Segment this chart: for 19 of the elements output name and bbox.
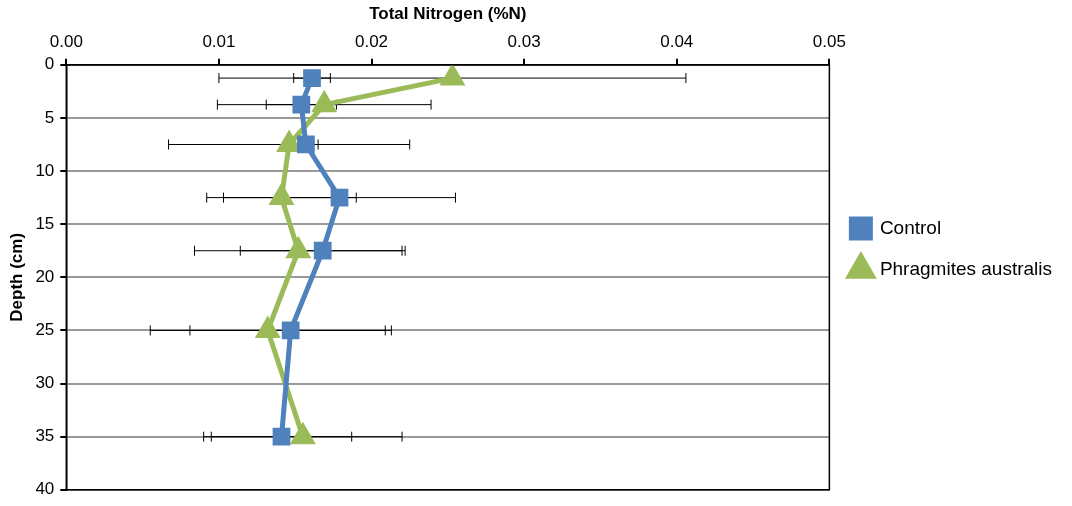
x-tick-label: 0.02 — [354, 32, 389, 52]
y-tick-label: 5 — [44, 107, 55, 127]
y-tick-label: 35 — [35, 426, 55, 446]
y-tick-label: 0 — [44, 54, 55, 74]
x-tick-label: 0.01 — [202, 32, 236, 52]
legend-label: Control — [879, 216, 942, 238]
x-tick-label: 0.05 — [812, 32, 846, 52]
y-tick-label: 15 — [35, 213, 55, 233]
y-tick-label: 20 — [35, 266, 55, 286]
y-tick-label: 25 — [35, 320, 55, 340]
y-tick-label: 10 — [35, 160, 55, 180]
y-axis-title: Depth (cm) — [6, 232, 26, 322]
y-tick-label: 30 — [35, 373, 55, 393]
legend-label: Phragmites australis — [879, 257, 1052, 279]
x-tick-label: 0.00 — [49, 32, 83, 52]
y-tick-label: 40 — [35, 479, 55, 499]
x-axis-title: Total Nitrogen (%N) — [369, 3, 527, 23]
x-tick-label: 0.04 — [660, 32, 694, 52]
x-tick-label: 0.03 — [507, 32, 541, 52]
